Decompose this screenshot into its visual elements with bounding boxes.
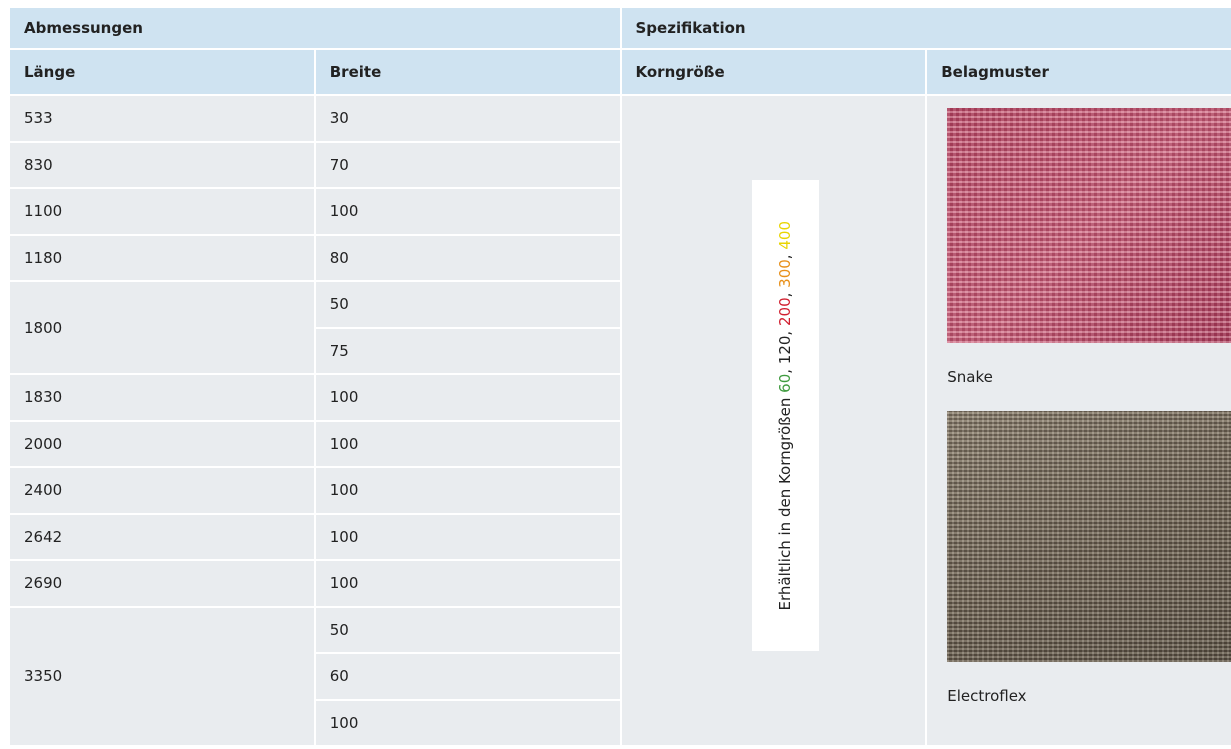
grain-separator: , [776,326,794,336]
width-cell: 50 [315,607,621,654]
width-cell: 100 [315,467,621,514]
length-cell: 2642 [9,514,315,561]
grain-separator: , [776,364,794,374]
length-cell: 1100 [9,188,315,235]
grain-size: 60 [776,374,794,393]
width-cell: 50 [315,281,621,328]
width-cell: 100 [315,374,621,421]
grain-size: 400 [776,221,794,250]
length-cell: 1180 [9,235,315,282]
pattern-name: Electroflex [947,662,1231,730]
width-cell: 100 [315,188,621,235]
length-cell: 830 [9,142,315,189]
grain-size: 120 [776,335,794,364]
group-header: Abmessungen [9,7,621,49]
width-cell: 60 [315,653,621,700]
grain-size: 200 [776,297,794,326]
length-cell: 2000 [9,421,315,468]
length-cell: 533 [9,95,315,142]
column-header: Belagmuster [926,49,1231,95]
width-cell: 30 [315,95,621,142]
length-cell: 1800 [9,281,315,374]
column-header: Korngröße [621,49,927,95]
length-cell: 2400 [9,467,315,514]
pattern-image [947,411,1231,662]
width-cell: 75 [315,328,621,375]
width-cell: 80 [315,235,621,282]
grain-size: 300 [776,259,794,288]
pattern-cell: Snake Electroflex [926,95,1231,746]
grain-box: Erhältlich in den Korngrößen 60, 120, 20… [752,180,819,651]
pattern-name: Snake [947,343,1231,411]
column-header: Breite [315,49,621,95]
length-cell: 3350 [9,607,315,747]
width-cell: 100 [315,421,621,468]
grain-separator: , [776,288,794,298]
grain-separator: , [776,249,794,259]
length-cell: 2690 [9,560,315,607]
width-cell: 100 [315,514,621,561]
width-cell: 100 [315,700,621,747]
pattern-image [947,108,1231,343]
width-cell: 100 [315,560,621,607]
group-header: Spezifikation [621,7,1231,49]
column-header: Länge [9,49,315,95]
page: Abmessungen Spezifikation Länge Breite K… [0,0,1231,749]
grain-prefix: Erhältlich in den Korngrößen [776,397,794,610]
grain-cell: Erhältlich in den Korngrößen 60, 120, 20… [621,95,927,746]
length-cell: 1830 [9,374,315,421]
width-cell: 70 [315,142,621,189]
grain-text: Erhältlich in den Korngrößen 60, 120, 20… [776,221,794,610]
spec-table: Abmessungen Spezifikation Länge Breite K… [8,6,1231,747]
